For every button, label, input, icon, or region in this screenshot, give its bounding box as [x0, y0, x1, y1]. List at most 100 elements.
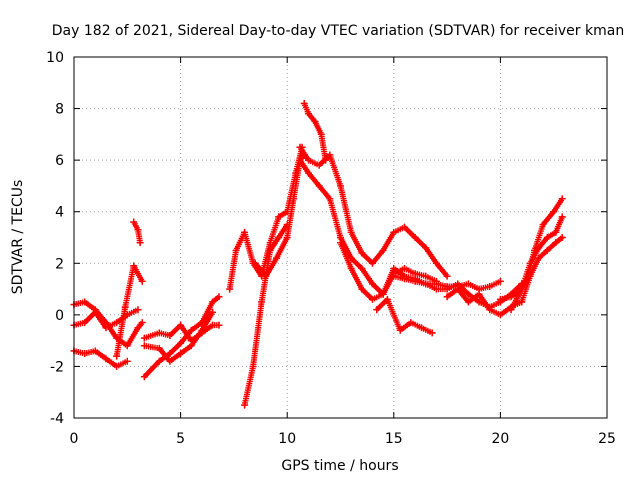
data-point — [347, 264, 355, 272]
x-axis-label: GPS time / hours — [281, 458, 398, 474]
data-point — [543, 246, 551, 254]
x-tick-label: 10 — [278, 431, 296, 447]
data-point — [317, 130, 325, 138]
data-point — [134, 306, 142, 314]
data-point — [507, 306, 515, 314]
data-point — [113, 319, 121, 327]
data-point — [443, 272, 451, 280]
data-point — [464, 298, 472, 306]
data-point — [81, 298, 89, 306]
data-point — [373, 306, 381, 314]
data-point — [305, 156, 313, 164]
data-point — [215, 321, 223, 329]
data-point — [123, 311, 131, 319]
data-point — [496, 311, 504, 319]
marks-layer — [70, 99, 566, 409]
data-point — [275, 213, 283, 221]
data-point — [198, 329, 206, 337]
data-point — [443, 293, 451, 301]
data-point — [296, 143, 304, 151]
data-point — [368, 295, 376, 303]
data-point — [337, 239, 344, 247]
data-point — [400, 275, 408, 283]
data-point — [526, 272, 534, 280]
data-point — [422, 244, 430, 252]
data-point — [290, 195, 298, 203]
data-point — [275, 234, 283, 241]
x-tick-label: 20 — [491, 431, 509, 447]
data-point — [209, 321, 217, 329]
y-tick-label: 10 — [46, 50, 64, 66]
data-point — [390, 228, 398, 236]
data-point — [379, 246, 387, 254]
data-point — [326, 151, 334, 159]
data-point — [187, 326, 195, 334]
data-point — [486, 282, 494, 290]
y-tick-label: 8 — [55, 102, 64, 118]
data-point — [475, 298, 483, 306]
data-point — [102, 355, 110, 363]
data-point — [273, 254, 281, 262]
data-point — [134, 324, 142, 332]
data-series-10 — [241, 221, 291, 409]
data-point — [396, 326, 404, 334]
data-point — [411, 234, 419, 241]
data-point — [232, 246, 240, 254]
data-point — [507, 293, 515, 301]
y-tick-label: 4 — [55, 205, 64, 221]
data-point — [177, 350, 185, 358]
x-tick-label: 0 — [70, 431, 79, 447]
data-series-21 — [518, 234, 566, 306]
data-point — [550, 208, 558, 216]
data-point — [251, 259, 259, 267]
data-point — [358, 264, 366, 272]
y-tick-label: -2 — [50, 359, 64, 375]
data-point — [241, 228, 249, 236]
data-point — [486, 306, 494, 314]
data-point — [535, 254, 543, 262]
data-point — [187, 337, 195, 345]
axis-layer: 0 5 10 15 20 25 -4 -2 0 2 4 6 8 10 — [46, 50, 616, 447]
data-point — [390, 272, 398, 280]
chart-title: Day 182 of 2021, Sidereal Day-to-day VTE… — [52, 23, 624, 39]
data-point — [296, 156, 304, 164]
data-point — [209, 308, 217, 316]
data-series-13 — [296, 156, 440, 298]
data-point — [258, 298, 266, 306]
y-tick-label: 2 — [55, 256, 64, 272]
data-point — [552, 228, 560, 236]
y-tick-label: -4 — [50, 411, 64, 427]
data-series-8 — [140, 321, 223, 345]
x-tick-label: 5 — [176, 431, 185, 447]
data-point — [368, 280, 376, 288]
data-point — [177, 339, 185, 347]
data-point — [283, 234, 291, 241]
data-point — [166, 357, 174, 365]
data-point — [464, 280, 472, 288]
data-point — [140, 342, 148, 350]
data-point — [400, 264, 408, 272]
data-point — [496, 295, 504, 303]
data-point — [558, 213, 566, 221]
data-point — [432, 280, 440, 288]
data-point — [552, 239, 560, 247]
data-point — [390, 264, 398, 272]
data-point — [266, 246, 274, 254]
data-series-5 — [130, 218, 144, 247]
data-point — [383, 295, 391, 303]
series-markers — [296, 157, 440, 298]
x-tick-label: 25 — [598, 431, 616, 447]
data-point — [326, 195, 334, 203]
data-point — [136, 239, 144, 247]
data-point — [443, 282, 451, 290]
data-point — [262, 272, 270, 280]
data-point — [347, 228, 355, 236]
plot-frame — [73, 56, 608, 419]
data-point — [411, 277, 419, 285]
data-point — [140, 373, 148, 381]
grid-layer — [74, 57, 607, 418]
data-point — [422, 272, 430, 280]
data-point — [81, 350, 89, 358]
data-point — [539, 221, 547, 229]
data-point — [121, 303, 129, 311]
